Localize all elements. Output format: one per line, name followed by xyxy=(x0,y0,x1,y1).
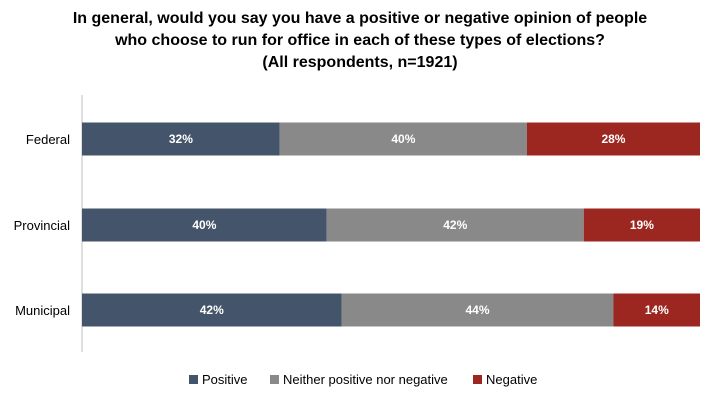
data-label: 14% xyxy=(645,303,669,317)
data-label: 42% xyxy=(443,218,467,232)
bar-segment xyxy=(341,293,614,327)
category-label: Federal xyxy=(26,132,70,147)
data-label: 40% xyxy=(391,132,415,146)
legend-swatch xyxy=(189,375,198,384)
legend-swatch xyxy=(473,375,482,384)
category-label: Municipal xyxy=(15,303,70,318)
bar-segment xyxy=(613,293,700,327)
chart-title-line-1: In general, would you say you have a pos… xyxy=(72,10,648,27)
bar-segment xyxy=(82,122,280,156)
bar-segment xyxy=(526,122,700,156)
legend-entry: Positive xyxy=(202,372,248,387)
bar-segment xyxy=(82,293,342,327)
data-label: 42% xyxy=(200,303,224,317)
bar-segment xyxy=(326,208,584,242)
bar-segment xyxy=(583,208,700,242)
chart-title-line-3: (All respondents, n=1921) xyxy=(262,54,458,71)
legend-entry: Neither positive nor negative xyxy=(283,372,448,387)
category-label: Provincial xyxy=(14,218,70,233)
legend-entry: Negative xyxy=(486,372,537,387)
data-label: 19% xyxy=(630,218,654,232)
data-label: 44% xyxy=(466,303,490,317)
chart-title-line-2: who choose to run for office in each of … xyxy=(115,32,605,49)
data-label: 32% xyxy=(169,132,193,146)
bar-segment xyxy=(82,208,327,242)
bar-segment xyxy=(279,122,527,156)
data-label: 28% xyxy=(601,132,625,146)
legend-swatch xyxy=(270,375,279,384)
data-label: 40% xyxy=(192,218,216,232)
